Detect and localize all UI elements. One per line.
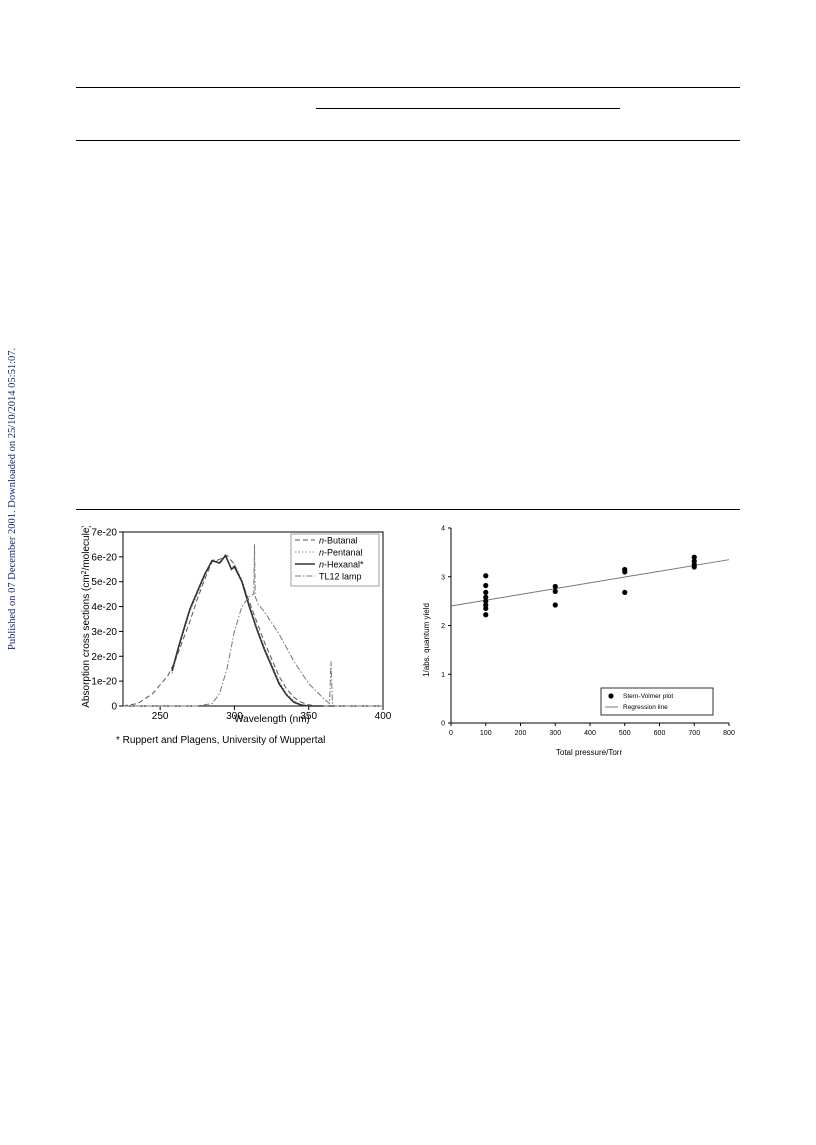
stern-volmer-point [483,612,489,618]
stern-volmer-point [483,594,489,600]
stern-volmer-series [450,554,730,618]
absorption-x-tick-label: 250 [152,711,169,722]
stern-volmer-x-tick-label: 400 [584,730,596,737]
stern-volmer-legend-marker [608,693,614,699]
absorption-series-line-4 [123,544,383,707]
absorption-axes: 250 300 350 400 0 1e-20 2e-20 3e-20 4e-20 5e-20 6e… [91,528,391,723]
stern-volmer-y-tick-label: 0 [441,721,445,728]
stern-volmer-point [622,589,628,595]
stern-volmer-legend-label: Stern-Volmer plot [623,693,673,700]
absorption-legend-label: n-Butanal [319,536,358,546]
stern-volmer-x-tick-label: 800 [723,730,735,737]
absorption-plot-frame [122,531,384,707]
stern-volmer-point [483,573,489,579]
stern-volmer-point [483,582,489,589]
absorption-y-tick-label: 7e-20 [91,528,117,539]
side-note: Published on 07 December 2001. Downloade… [7,348,18,650]
stern-volmer-point [552,588,558,594]
stern-volmer-x-tick-label: 100 [480,730,492,737]
stern-volmer-point [483,598,489,604]
absorption-y-tick-label: 0 [111,702,117,713]
absorption-legend: n-Butanal n-Pentanal n-Hexanal* TL12 lamp [290,533,380,587]
stern-volmer-y-tick-label: 3 [441,574,445,581]
stern-volmer-chart: 0 100 200 300 400 500 600 700 800 0 1 2 3 4 Total pre… [422,526,735,758]
stern-volmer-x-tick-label: 200 [515,730,527,737]
stern-volmer-point [483,589,489,595]
absorption-y-tick-label: 5e-20 [91,577,117,588]
stern-volmer-y-tick-label: 2 [441,623,445,630]
figure-top-rule [76,509,740,510]
absorption-ylabel-sup: 2 [81,570,88,574]
stern-volmer-legend: Stern-Volmer plot Regression line [600,687,714,716]
stern-volmer-x-tick-label: 500 [619,730,631,737]
absorption-y-tick-label: 3e-20 [91,627,117,638]
absorption-x-tick-label: 300 [226,711,243,722]
absorption-legend-label: n-Pentanal [319,548,363,558]
stern-volmer-legend-label: Regression line [623,704,668,711]
stern-volmer-point [552,602,558,608]
stern-volmer-x-tick-label: 300 [549,730,561,737]
stern-volmer-x-tick-label: 600 [654,730,666,737]
absorption-legend-label: TL12 lamp [319,572,362,582]
absorption-legend-box [290,533,380,587]
stern-volmer-legend-box [600,687,714,716]
stern-volmer-point [691,564,697,570]
side-note-text: Published on 07 December 2001. Downloade… [7,348,18,650]
stern-volmer-xlabel: Total pressure/Torr [556,748,623,757]
absorption-xlabel: Wavelength (nm) [234,714,310,725]
absorption-ylabel: Absorption cross sections (cm2/molecule) [81,526,92,708]
stern-volmer-point [483,605,489,612]
absorption-y-tick-label: 4e-20 [91,602,117,613]
stern-volmer-regression-line [450,559,730,607]
top-rule [76,87,740,88]
absorption-x-tick-label: 400 [375,711,392,722]
stern-volmer-point [691,554,697,560]
stern-volmer-point [552,583,558,590]
stern-volmer-y-tick-label: 1 [441,672,445,679]
stern-volmer-point [622,569,628,575]
absorption-y-tick-label: 2e-20 [91,652,117,663]
stern-volmer-axes: 0 100 200 300 400 500 600 700 800 0 1 2 3 4 [441,526,735,738]
stern-volmer-x-tick-label: 0 [449,730,453,737]
stern-volmer-y-tick-label: 4 [441,526,445,533]
absorption-y-tick-label: 6e-20 [91,552,117,563]
absorption-x-tick-label: 350 [300,711,317,722]
stern-volmer-x-tick-label: 700 [688,730,700,737]
absorption-legend-label: n-Hexanal* [319,560,364,570]
absorption-series-line-2 [171,553,324,707]
absorption-series [122,544,383,707]
absorption-chart: 250 300 350 400 0 1e-20 2e-20 3e-20 4e-20 5e-20 6e… [81,526,392,746]
absorption-y-tick-label: 1e-20 [91,677,117,688]
stern-volmer-ylabel: 1/abs. quantum yield [422,603,431,677]
table-mid-rule [316,108,620,109]
table-bottom-rule [76,140,740,141]
absorption-footnote: * Ruppert and Plagens, University of Wup… [116,735,325,746]
absorption-series-line-3 [171,554,324,707]
